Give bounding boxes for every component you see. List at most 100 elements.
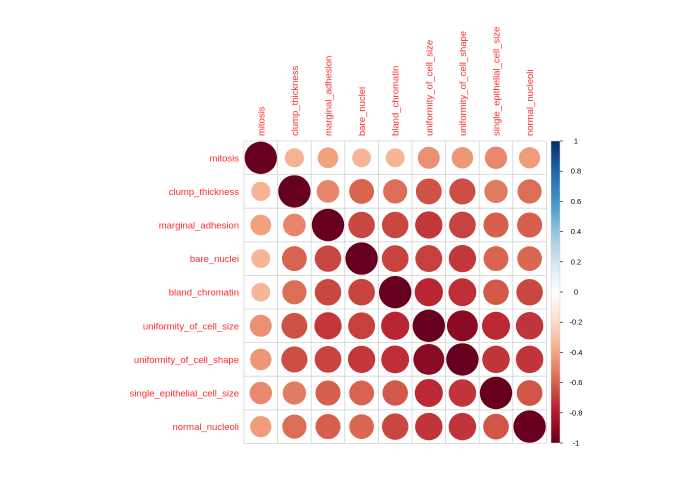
correlation-circle-marginal_adhesion-bland_chromatin (381, 211, 409, 239)
correlation-circle-normal_nucleoli-normal_nucleoli (513, 410, 546, 443)
correlation-circle-single_epithelial_cell_size-marginal_adhesion (315, 380, 341, 406)
correlation-circle-single_epithelial_cell_size-mitosis (249, 381, 273, 405)
correlation-circle-single_epithelial_cell_size-single_epithelial_cell_size (479, 376, 513, 410)
correlation-circle-bland_chromatin-marginal_adhesion (314, 278, 342, 306)
correlation-circle-mitosis-mitosis (244, 141, 277, 174)
correlation-circle-marginal_adhesion-clump_thickness (283, 213, 306, 237)
correlation-circle-marginal_adhesion-uniformity_of_cell_size (415, 211, 443, 239)
correlation-circle-uniformity_of_cell_size-normal_nucleoli (515, 312, 544, 340)
colorbar-tick-label: -0.2 (570, 318, 583, 327)
correlation-circle-bare_nuclei-bland_chromatin (381, 245, 409, 272)
correlation-circle-bare_nuclei-marginal_adhesion (314, 245, 342, 272)
colorbar-tick-label: 0.8 (571, 167, 581, 176)
correlation-circle-clump_thickness-bare_nuclei (349, 178, 375, 204)
row-label-uniformity_of_cell_size: uniformity_of_cell_size (143, 321, 239, 332)
correlation-circle-clump_thickness-mitosis (251, 181, 271, 201)
correlation-circle-normal_nucleoli-uniformity_of_cell_shape (448, 412, 477, 441)
colorbar-tick-label: 0 (574, 288, 578, 297)
correlation-circle-bland_chromatin-clump_thickness (282, 280, 307, 305)
correlation-circle-clump_thickness-uniformity_of_cell_shape (449, 178, 476, 205)
correlation-circle-marginal_adhesion-bare_nuclei (348, 211, 375, 239)
row-label-mitosis: mitosis (209, 153, 239, 164)
correlation-circle-single_epithelial_cell_size-normal_nucleoli (516, 380, 543, 406)
correlation-circle-clump_thickness-single_epithelial_cell_size (484, 179, 508, 204)
correlation-circle-single_epithelial_cell_size-bare_nuclei (349, 380, 375, 406)
correlation-circle-uniformity_of_cell_shape-mitosis (250, 348, 272, 371)
column-label-uniformity_of_cell_size: uniformity_of_cell_size (424, 40, 435, 136)
correlation-circle-marginal_adhesion-uniformity_of_cell_shape (449, 211, 476, 239)
correlation-circle-bland_chromatin-mitosis (251, 282, 271, 302)
colorbar-gradient (550, 140, 561, 444)
row-labels: mitosis clump_thickness marginal_adhesionb… (130, 153, 240, 433)
correlation-circle-normal_nucleoli-bland_chromatin (381, 413, 409, 440)
row-label-bland_chromatin: bland_chromatin (169, 288, 239, 299)
column-label-normal_nucleoli: normal_nucleoli (525, 69, 536, 136)
correlation-circle-bland_chromatin-normal_nucleoli (516, 278, 543, 306)
correlation-circle-marginal_adhesion-normal_nucleoli (517, 212, 543, 238)
column-label-marginal_adhesion: marginal_adhesion (324, 56, 335, 136)
column-label-uniformity_of_cell_shape: uniformity_of_cell_shape (458, 31, 469, 136)
correlation-circle-bland_chromatin-uniformity_of_cell_shape (448, 278, 477, 307)
correlation-circle-uniformity_of_cell_shape-bare_nuclei (347, 345, 376, 374)
colorbar-tick-label: -0.4 (570, 348, 583, 357)
row-label-marginal_adhesion: marginal_adhesion (159, 221, 239, 232)
correlation-circle-mitosis-uniformity_of_cell_shape (451, 147, 474, 169)
correlation-circle-uniformity_of_cell_size-bare_nuclei (348, 312, 376, 340)
correlation-circle-single_epithelial_cell_size-uniformity_of_cell_shape (448, 379, 477, 407)
correlation-circle-uniformity_of_cell_size-clump_thickness (281, 312, 308, 339)
correlation-circle-clump_thickness-marginal_adhesion (316, 180, 340, 203)
correlation-circle-clump_thickness-normal_nucleoli (517, 179, 542, 204)
correlation-circle-bland_chromatin-bare_nuclei (348, 278, 375, 306)
correlation-circle-single_epithelial_cell_size-bland_chromatin (382, 380, 408, 406)
correlation-circle-bare_nuclei-uniformity_of_cell_size (415, 245, 443, 273)
correlation-circle-uniformity_of_cell_shape-clump_thickness (281, 346, 308, 373)
colorbar-tick-label: 0.6 (571, 197, 581, 206)
circle-layer (244, 141, 546, 443)
correlation-circle-bare_nuclei-normal_nucleoli (517, 246, 542, 271)
correlation-circle-bland_chromatin-uniformity_of_cell_size (414, 278, 443, 307)
correlation-circle-uniformity_of_cell_size-marginal_adhesion (314, 312, 342, 340)
correlation-circle-single_epithelial_cell_size-clump_thickness (282, 381, 307, 405)
correlation-circle-marginal_adhesion-single_epithelial_cell_size (483, 212, 509, 238)
colorbar-tick-label: 1 (574, 137, 578, 146)
correlation-circle-bare_nuclei-mitosis (251, 249, 271, 269)
correlation-circle-uniformity_of_cell_size-mitosis (249, 314, 272, 337)
correlation-circle-uniformity_of_cell_shape-single_epithelial_cell_size (482, 345, 510, 374)
colorbar-tick-label: -0.8 (570, 408, 583, 417)
correlation-circle-normal_nucleoli-mitosis (250, 415, 272, 438)
correlation-circle-uniformity_of_cell_shape-uniformity_of_cell_shape (446, 343, 479, 376)
correlation-circle-single_epithelial_cell_size-uniformity_of_cell_size (414, 378, 443, 408)
correlation-circle-mitosis-marginal_adhesion (317, 147, 339, 169)
colorbar-tick-label: -0.6 (570, 378, 583, 387)
row-label-clump_thickness: clump_thickness (169, 187, 239, 198)
correlation-circle-clump_thickness-uniformity_of_cell_size (415, 178, 442, 205)
correlation-circle-mitosis-clump_thickness (284, 148, 304, 168)
correlation-circle-clump_thickness-bland_chromatin (383, 179, 408, 204)
row-label-normal_nucleoli: normal_nucleoli (172, 422, 239, 433)
correlation-circle-mitosis-normal_nucleoli (518, 147, 541, 169)
column-label-mitosis: mitosis (256, 106, 267, 136)
correlation-circle-uniformity_of_cell_size-bland_chromatin (381, 311, 410, 340)
correlation-circle-clump_thickness-clump_thickness (278, 175, 311, 208)
correlation-circle-bare_nuclei-single_epithelial_cell_size (483, 246, 509, 272)
row-label-single_epithelial_cell_size: single_epithelial_cell_size (130, 389, 239, 400)
column-label-single_epithelial_cell_size: single_epithelial_cell_size (492, 27, 503, 136)
correlation-circle-uniformity_of_cell_size-uniformity_of_cell_size (412, 309, 445, 342)
correlation-circle-mitosis-bland_chromatin (385, 148, 405, 168)
correlation-circle-bland_chromatin-single_epithelial_cell_size (483, 279, 509, 305)
correlation-circle-bare_nuclei-uniformity_of_cell_shape (448, 244, 477, 273)
column-label-bare_nuclei: bare_nuclei (357, 87, 368, 136)
correlation-circle-mitosis-single_epithelial_cell_size (484, 146, 508, 170)
row-label-uniformity_of_cell_shape: uniformity_of_cell_shape (134, 355, 239, 366)
colorbar-tick-label: 0.2 (571, 257, 581, 266)
colorbar-tick-label: -1 (573, 439, 580, 448)
correlation-circle-normal_nucleoli-bare_nuclei (349, 414, 374, 439)
row-label-bare_nuclei: bare_nuclei (190, 254, 239, 265)
correlation-circle-marginal_adhesion-mitosis (250, 214, 272, 236)
correlation-circle-uniformity_of_cell_shape-bland_chromatin (381, 345, 410, 374)
column-label-clump_thickness: clump_thickness (290, 66, 301, 136)
correlation-circle-normal_nucleoli-clump_thickness (282, 414, 307, 439)
correlation-circle-mitosis-bare_nuclei (352, 148, 372, 168)
correlation-circle-normal_nucleoli-uniformity_of_cell_size (415, 412, 443, 441)
correlation-circle-bland_chromatin-bland_chromatin (379, 276, 412, 309)
